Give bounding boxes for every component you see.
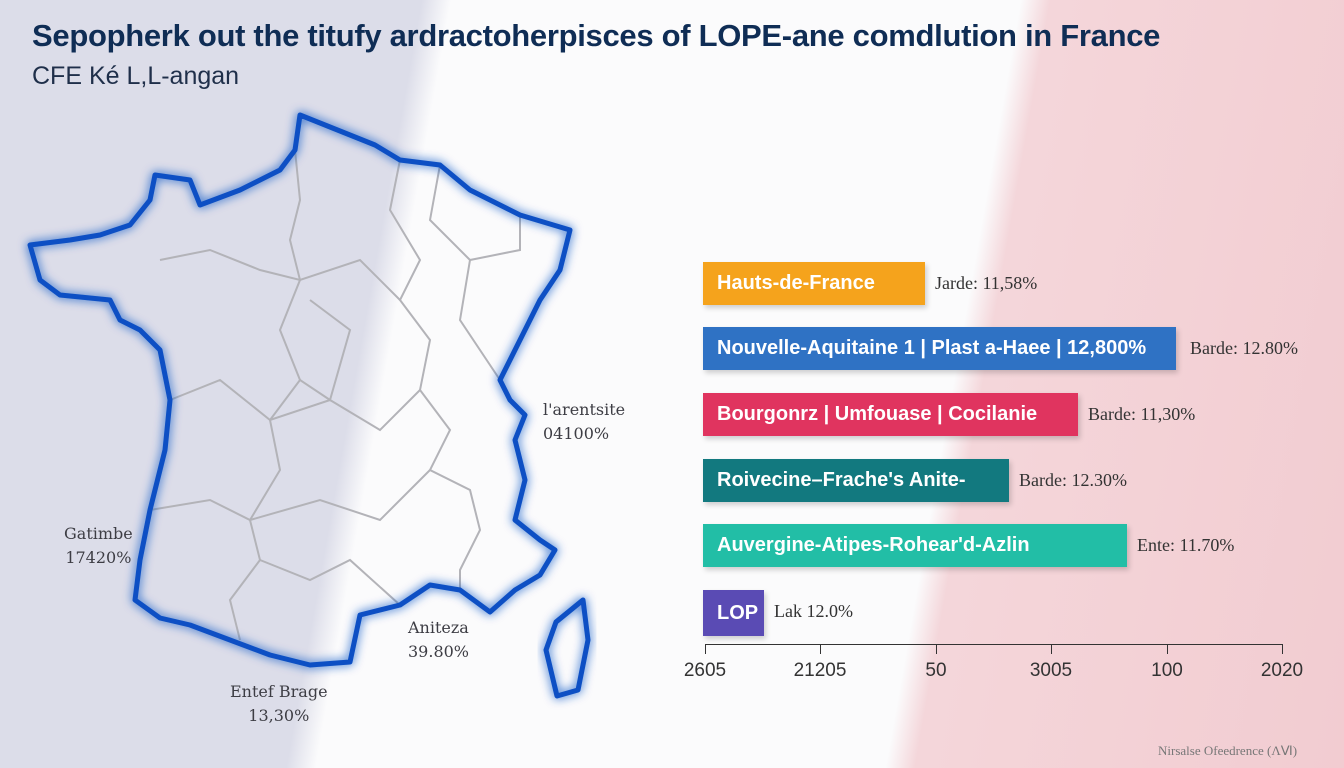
bar-4: Auvergine-Atipes-Rohear'd-Azlin [703,524,1127,567]
x-tick-label: 50 [925,660,947,681]
map-label-gatimbe: Gatimbe 17420% [64,522,133,570]
map-label-parentsite: l'arentsite 04100% [543,398,625,446]
bar-value-label: Ente: 11.70% [1137,535,1235,555]
map-label-value: 17420% [65,548,132,567]
bar-value-label: Jarde: 11,58% [935,273,1038,293]
x-axis [705,644,1282,645]
map-label-entef-brage: Entef Brage 13,30% [230,680,328,728]
x-tick-label: 21205 [793,660,847,681]
x-tick-label: 2605 [683,660,727,681]
x-tick [936,644,937,654]
map-label-name: Gatimbe [64,524,133,543]
x-tick [1167,644,1168,654]
x-tick [1051,644,1052,654]
corsica-outline [543,597,591,699]
x-tick-label: 3005 [1029,660,1073,681]
page-subtitle: CFE Ké L,L-angan [32,62,240,90]
france-outline [27,112,573,668]
map-label-value: 13,30% [248,706,310,725]
bar-value-label: Barde: 12.80% [1190,338,1298,358]
map-label-name: Entef Brage [230,682,328,701]
x-tick [705,644,706,654]
map-label-aniteza: Aniteza 39.80% [408,616,469,664]
bar-0: Hauts-de-France [703,262,925,305]
bar-2: Bourgonrz | Umfouase | Cocilanie [703,393,1078,436]
x-tick [820,644,821,654]
map-label-value: 39.80% [408,642,470,661]
map-label-value: 04100% [543,424,610,443]
region-borders [149,149,521,641]
x-tick-label: 2020 [1260,660,1304,681]
bar-3: Roivecine–Frache's Anite- [703,459,1009,502]
france-map [27,112,591,699]
bar-value-label: Barde: 11,30% [1088,404,1196,424]
x-tick-label: 100 [1151,660,1183,681]
chart-footnote: Nirsalse Ofeedrence (ΛⅥ) [1158,743,1298,758]
page-title: Sepopherk out the titufy ardractoherpisc… [32,18,1161,53]
map-label-name: l'arentsite [543,400,626,419]
bar-5: LOP [703,590,764,636]
bar-1: Nouvelle-Aquitaine 1 | Plast a-Haee | 12… [703,327,1176,370]
x-tick [1282,644,1283,654]
bar-value-label: Barde: 12.30% [1019,470,1127,490]
map-label-name: Aniteza [408,618,469,637]
bar-value-label: Lak 12.0% [774,601,853,621]
